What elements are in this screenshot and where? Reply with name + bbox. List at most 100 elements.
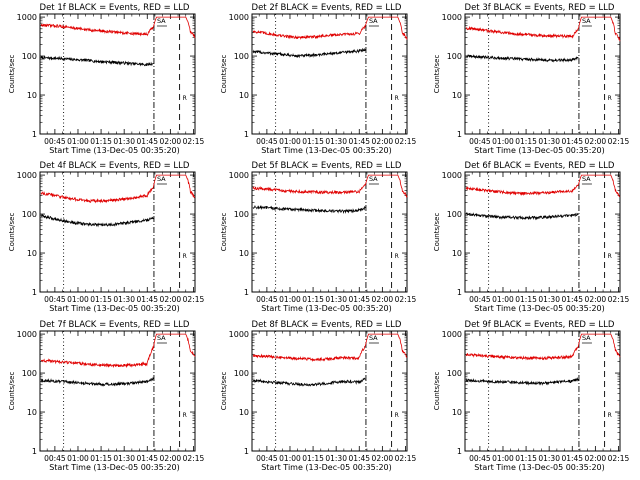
x-tick-label: 01:45 [348, 295, 370, 304]
series-lld-line [252, 333, 408, 362]
y-tick-label: 100 [234, 52, 249, 61]
x-tick-label: 01:15 [90, 137, 112, 146]
x-tick-label: 01:45 [561, 137, 583, 146]
x-tick-label: 01:45 [561, 295, 583, 304]
series-lld-line [40, 174, 196, 204]
x-tick-label: 00:45 [44, 454, 66, 463]
x-tick-label: 02:00 [160, 295, 182, 304]
y-tick-label: 1 [457, 130, 462, 139]
chart-title: Det 8f BLACK = Events, RED = LLD [252, 320, 402, 330]
y-tick-label: 1000 [229, 171, 249, 180]
saa-marker-label: SA [582, 175, 591, 183]
r-marker-label: R [395, 412, 399, 419]
x-tick-label: 02:15 [608, 295, 630, 304]
chart-panel-det-8: Det 8f BLACK = Events, RED = LLD 1 10 100 10… [220, 320, 416, 472]
saa-marker-label: SA [369, 175, 378, 183]
x-tick-label: 01:00 [492, 295, 514, 304]
chart-title: Det 2f BLACK = Events, RED = LLD [252, 3, 402, 13]
x-tick-label: 01:15 [90, 454, 112, 463]
saa-marker-label: SA [369, 334, 378, 342]
x-tick-label: 02:15 [183, 454, 205, 463]
x-tick-label: 01:00 [492, 137, 514, 146]
saa-marker-label: SA [582, 17, 591, 25]
y-tick-label: 100 [234, 369, 249, 378]
x-tick-label: 01:00 [279, 295, 301, 304]
x-axis-label: Start Time (13-Dec-05 00:35:20) [261, 146, 392, 155]
series-lld-line [465, 174, 621, 198]
series-events-line [252, 204, 366, 215]
r-marker-label: R [395, 95, 399, 102]
chart-title: Det 9f BLACK = Events, RED = LLD [465, 320, 615, 330]
y-tick-label: 100 [22, 369, 37, 378]
plot-frame [251, 171, 408, 293]
x-tick-label: 02:00 [160, 137, 182, 146]
plot-frame [39, 13, 196, 135]
y-tick-label: 100 [234, 210, 249, 219]
x-axis-label: Start Time (13-Dec-05 00:35:20) [261, 463, 392, 472]
x-tick-label: 01:45 [348, 454, 370, 463]
x-tick-label: 01:30 [113, 295, 135, 304]
x-tick-label: 02:15 [183, 137, 205, 146]
y-tick-label: 1 [32, 130, 37, 139]
series-lld-line [252, 174, 408, 198]
x-tick-label: 01:00 [492, 454, 514, 463]
y-tick-label: 1000 [442, 171, 462, 180]
x-tick-label: 02:15 [395, 454, 417, 463]
x-tick-label: 00:45 [256, 137, 278, 146]
x-tick-label: 00:45 [256, 295, 278, 304]
x-axis-label: Start Time (13-Dec-05 00:35:20) [474, 304, 605, 313]
x-tick-label: 00:45 [44, 137, 66, 146]
x-tick-label: 01:30 [325, 137, 347, 146]
y-tick-label: 1000 [442, 330, 462, 339]
x-tick-label: 01:00 [67, 295, 89, 304]
chart-title: Det 3f BLACK = Events, RED = LLD [465, 3, 615, 13]
chart-panel-det-3: Det 3f BLACK = Events, RED = LLD 1 10 100 10… [433, 3, 629, 155]
y-tick-label: 1 [457, 447, 462, 456]
x-axis-label: Start Time (13-Dec-05 00:35:20) [49, 304, 180, 313]
y-tick-label: 100 [447, 52, 462, 61]
saa-marker-label: SA [157, 17, 166, 25]
y-axis-label: Counts/sec [8, 213, 16, 252]
r-marker-label: R [395, 253, 399, 260]
x-tick-label: 02:15 [183, 295, 205, 304]
y-axis-label: Counts/sec [220, 55, 228, 94]
x-tick-label: 01:45 [348, 137, 370, 146]
x-tick-label: 01:30 [538, 295, 560, 304]
y-tick-label: 10 [239, 91, 249, 100]
x-tick-label: 01:00 [279, 137, 301, 146]
series-lld-line [465, 16, 621, 42]
series-events-line [40, 213, 154, 228]
chart-title: Det 4f BLACK = Events, RED = LLD [40, 161, 190, 171]
series-events-line [465, 376, 579, 386]
y-tick-label: 10 [27, 408, 37, 417]
saa-marker-label: SA [369, 17, 378, 25]
y-tick-label: 100 [447, 210, 462, 219]
x-tick-label: 02:00 [585, 137, 607, 146]
x-tick-label: 01:30 [538, 137, 560, 146]
plot-frame [464, 171, 621, 293]
chart-panel-det-7: Det 7f BLACK = Events, RED = LLD 1 10 100 10… [8, 320, 204, 472]
plot-frame [251, 13, 408, 135]
x-tick-label: 01:45 [136, 137, 158, 146]
y-axis-label: Counts/sec [220, 213, 228, 252]
series-lld-line [465, 333, 621, 361]
y-tick-label: 10 [239, 408, 249, 417]
series-lld-line [252, 16, 408, 40]
chart-panel-det-2: Det 2f BLACK = Events, RED = LLD 1 10 100 10… [220, 3, 416, 155]
chart-title: Det 1f BLACK = Events, RED = LLD [40, 3, 190, 13]
y-axis-label: Counts/sec [433, 372, 441, 411]
y-tick-label: 10 [27, 249, 37, 258]
y-tick-label: 1 [32, 288, 37, 297]
series-events-line [465, 54, 579, 63]
x-tick-label: 01:30 [325, 295, 347, 304]
x-tick-label: 00:45 [44, 295, 66, 304]
y-tick-label: 1 [457, 288, 462, 297]
x-tick-label: 01:15 [515, 137, 537, 146]
x-tick-label: 02:15 [395, 295, 417, 304]
y-tick-label: 1000 [17, 13, 37, 22]
y-tick-label: 100 [22, 52, 37, 61]
series-lld-line [40, 16, 196, 39]
x-tick-label: 02:15 [608, 454, 630, 463]
series-events-line [40, 55, 154, 67]
